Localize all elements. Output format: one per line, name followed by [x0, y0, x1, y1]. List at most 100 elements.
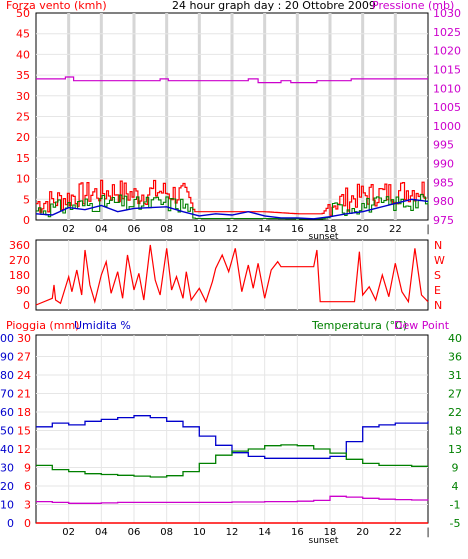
x-tick-label: 06 — [128, 224, 141, 235]
x-tick-label: 02 — [62, 224, 75, 235]
temperature-axis-label: Temperatura (°C) — [312, 319, 408, 332]
rain-axis-label: Pioggia (mm) — [6, 319, 80, 332]
compass-label: N — [434, 239, 442, 252]
x-tick-label: 14 — [258, 527, 271, 538]
pressure-tick-label: 1020 — [433, 45, 461, 58]
rain-tick-label: 21 — [17, 388, 31, 401]
x-tick-label: 16 — [291, 224, 304, 235]
x-tick-label: 22 — [389, 527, 402, 538]
wind-tick-label: 40 — [16, 48, 30, 61]
pressure-tick-label: 975 — [433, 214, 454, 227]
wind-tick-label: 15 — [16, 152, 30, 165]
wind-tick-label: 35 — [16, 69, 30, 82]
x-tick-label: 08 — [160, 527, 173, 538]
temperature-tick-label: 40 — [448, 332, 462, 345]
humidity-tick-label: 60 — [0, 406, 14, 419]
direction-tick-label: 180 — [9, 269, 30, 282]
wind-tick-label: 25 — [16, 111, 30, 124]
x-tick-label: 18 — [324, 224, 337, 235]
pressure-tick-label: 990 — [433, 158, 454, 171]
x-tick-label: 04 — [95, 224, 108, 235]
x-tick-label: 20 — [356, 527, 369, 538]
x-tick-label: 08 — [160, 224, 173, 235]
rain-tick-label: 9 — [24, 462, 31, 475]
rain-tick-label: 6 — [24, 480, 31, 493]
x-tick-label: 12 — [226, 224, 239, 235]
wind-tick-label: 0 — [23, 214, 30, 227]
humidity-tick-label: 90 — [0, 351, 14, 364]
temperature-tick-label: 36 — [448, 351, 462, 364]
temperature-tick-label: 4 — [452, 480, 459, 493]
sunset-label: sunset — [309, 232, 339, 242]
compass-label: S — [434, 269, 441, 282]
pressure-tick-label: 980 — [433, 195, 454, 208]
x-tick-label: 10 — [193, 224, 206, 235]
rain-tick-label: 3 — [24, 499, 31, 512]
humidity-tick-label: 20 — [0, 480, 14, 493]
pressure-tick-label: 1000 — [433, 120, 461, 133]
humidity-tick-label: 30 — [0, 462, 14, 475]
x-tick-label: 02 — [62, 527, 75, 538]
wind-tick-label: 10 — [16, 173, 30, 186]
temperature-tick-label: 22 — [448, 406, 462, 419]
wind-tick-label: 20 — [16, 131, 30, 144]
dew-point-series — [36, 495, 429, 504]
pressure-tick-label: 1025 — [433, 26, 461, 39]
rain-tick-label: 0 — [24, 517, 31, 530]
direction-tick-label: 270 — [9, 254, 30, 267]
direction-tick-label: 360 — [9, 239, 30, 252]
temperature-tick-label: -5 — [450, 517, 461, 530]
pressure-tick-label: 1030 — [433, 7, 461, 20]
dew-point-axis-label: Dew Point — [394, 319, 450, 332]
rain-tick-label: 15 — [17, 425, 31, 438]
pressure-tick-label: 995 — [433, 139, 454, 152]
wind-direction-series — [35, 244, 429, 306]
rain-tick-label: 30 — [17, 332, 31, 345]
pressure-tick-label: 1015 — [433, 63, 461, 76]
x-tick-label: 12 — [226, 527, 239, 538]
temperature-tick-label: 18 — [448, 425, 462, 438]
x-tick-label: 10 — [193, 527, 206, 538]
x-tick-label: 14 — [258, 224, 271, 235]
direction-tick-label: 0 — [23, 299, 30, 312]
wind-tick-label: 5 — [23, 193, 30, 206]
wind-tick-label: 30 — [16, 90, 30, 103]
rain-tick-label: 18 — [17, 406, 31, 419]
wind-axis-label: Forza vento (kmh) — [6, 0, 107, 12]
temperature-tick-label: -1 — [450, 499, 461, 512]
temperature-tick-label: 13 — [448, 443, 462, 456]
wind-tick-label: 45 — [16, 28, 30, 41]
humidity-tick-label: 0 — [7, 517, 14, 530]
x-tick-label: | — [426, 527, 429, 538]
x-tick-label: 22 — [389, 224, 402, 235]
x-tick-label: 16 — [291, 527, 304, 538]
pressure-axis-label: Pressione (mb) — [372, 0, 455, 12]
temperature-series — [36, 444, 428, 478]
temperature-tick-label: 9 — [452, 462, 459, 475]
compass-label: N — [434, 299, 442, 312]
chart-title: 24 hour graph day : 20 Ottobre 2009 — [172, 0, 376, 12]
humidity-tick-label: 100 — [0, 332, 14, 345]
humidity-series — [36, 415, 429, 459]
humidity-tick-label: 80 — [0, 369, 14, 382]
sunset-label: sunset — [309, 536, 339, 546]
x-tick-label: 06 — [128, 527, 141, 538]
humidity-axis-label: Umidita % — [74, 319, 131, 332]
temperature-tick-label: 31 — [448, 369, 462, 382]
compass-label: E — [434, 284, 441, 297]
pressure-tick-label: 1010 — [433, 82, 461, 95]
x-tick-label: | — [426, 224, 429, 235]
humidity-tick-label: 10 — [0, 499, 14, 512]
rain-tick-label: 27 — [17, 351, 31, 364]
wind-average-series — [35, 198, 429, 220]
direction-tick-label: 90 — [16, 284, 30, 297]
rain-tick-label: 12 — [17, 443, 31, 456]
wind-tick-label: 50 — [16, 7, 30, 20]
wind-speed-series — [36, 193, 429, 220]
pressure-series — [36, 76, 428, 84]
x-tick-label: 04 — [95, 527, 108, 538]
x-tick-label: 18 — [324, 527, 337, 538]
humidity-tick-label: 40 — [0, 443, 14, 456]
temperature-tick-label: 27 — [448, 388, 462, 401]
